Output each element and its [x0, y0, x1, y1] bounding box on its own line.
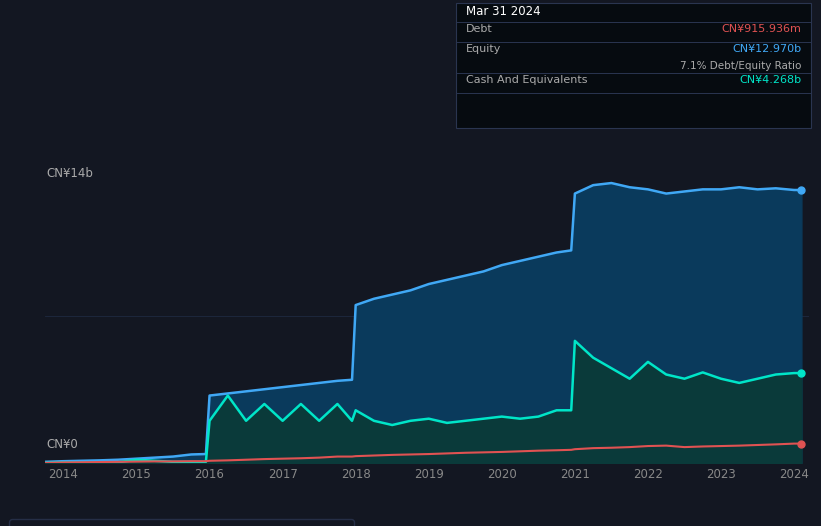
Legend: Debt, Equity, Cash And Equivalents: Debt, Equity, Cash And Equivalents [9, 520, 354, 526]
Text: 7.1% Debt/Equity Ratio: 7.1% Debt/Equity Ratio [680, 61, 801, 71]
Text: Cash And Equivalents: Cash And Equivalents [466, 75, 587, 85]
Text: CN¥12.970b: CN¥12.970b [732, 44, 801, 54]
Text: CN¥0: CN¥0 [47, 438, 79, 451]
Text: Equity: Equity [466, 44, 501, 54]
Text: CN¥14b: CN¥14b [47, 167, 94, 180]
Text: CN¥4.268b: CN¥4.268b [739, 75, 801, 85]
Text: Mar 31 2024: Mar 31 2024 [466, 5, 540, 18]
Text: CN¥915.936m: CN¥915.936m [722, 24, 801, 34]
Text: Debt: Debt [466, 24, 493, 34]
